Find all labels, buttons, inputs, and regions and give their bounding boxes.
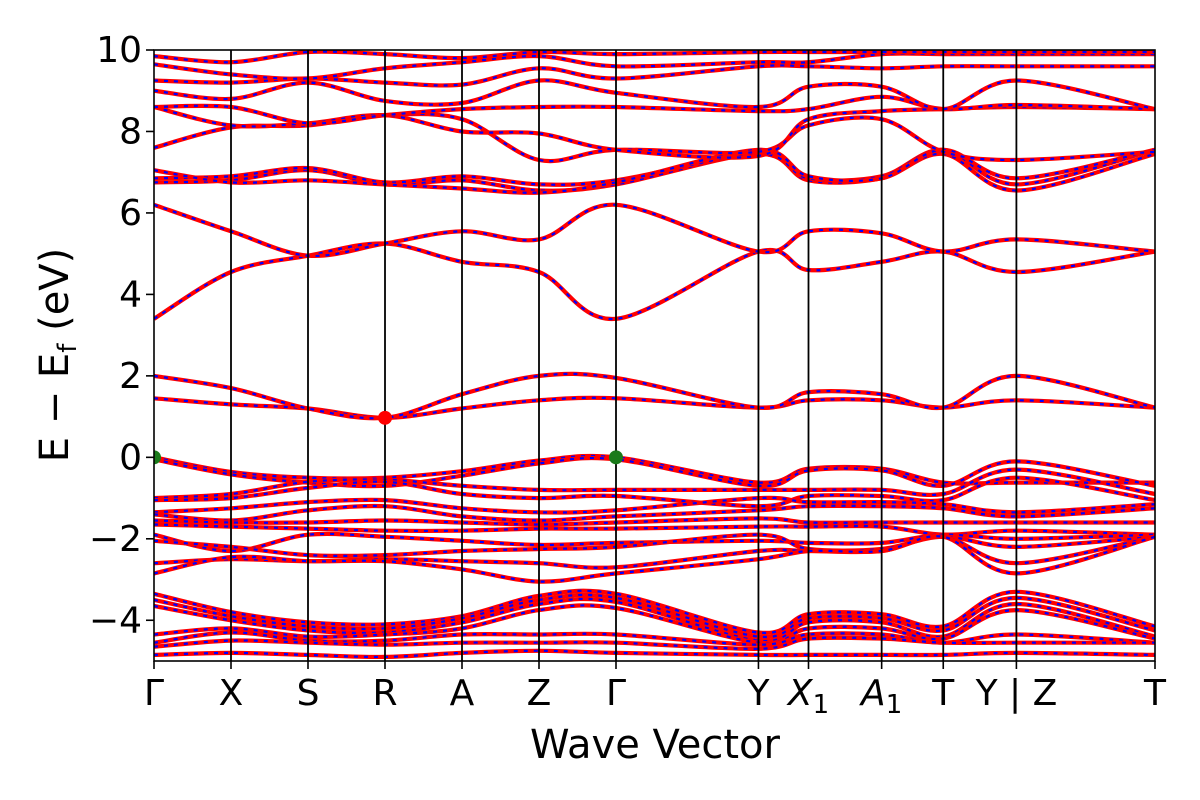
x-tick-label-4: A [450,673,475,714]
band-11-dashed [154,535,1155,583]
x-tick-label-2: S [297,673,320,714]
x-tick-label-1: X [219,673,244,714]
band-0-dashed [154,454,1155,485]
band-1-dashed [154,456,1155,488]
band-15-dashed [154,604,1155,645]
y-tick-label-2: 0 [119,437,142,478]
x-tick-label-9: A1 [859,673,902,720]
vbm-marker-1 [609,450,623,465]
x-tick-label-10: T [931,673,955,714]
band-5-dashed [154,504,1155,522]
band-25-dashed [154,148,1155,194]
y-axis-title: E − Ef (eV) [32,248,83,463]
kpoint-lines-layer [230,50,1018,661]
x-axis-title: Wave Vector [530,722,781,768]
x-tick-label-7: Y [746,673,770,714]
y-tick-label-7: 10 [96,30,142,71]
y-axis-title-unit: (eV) [32,248,78,344]
band-18-dashed [154,649,1155,659]
band-30-dashed [154,64,1155,87]
y-tick-label-1: −2 [89,519,142,560]
band-12-dashed [154,589,1155,634]
y-axis-title-main: E − E [32,353,78,463]
band-4-dashed [154,496,1155,514]
y-tick-label-6: 8 [119,111,142,152]
x-tick-label-0: Γ [144,673,164,714]
band-7-dashed [154,523,1155,536]
y-tick-label-5: 6 [119,193,142,234]
band-29-dashed [154,79,1155,111]
x-tick-label-8: X1 [786,673,829,720]
y-axis-title-sub: f [53,343,83,353]
x-axis: Γ X S R A Z Γ Y X1 A1 T Y | Z T [144,661,1167,720]
y-axis: −4 −2 0 2 4 6 8 10 [89,30,154,641]
plot-frame [153,49,1156,662]
band-19-dashed [154,396,1155,419]
band-20-dashed [154,372,1155,420]
markers-layer [154,410,623,465]
band-20-solid [154,371,1155,421]
band-17-dashed [154,636,1155,650]
band-22-solid [154,202,1155,259]
vbm-marker-0 [154,450,161,465]
band-23-dashed [154,152,1155,192]
band-10-dashed [154,535,1155,569]
cbm-marker-2 [378,410,392,425]
x-tick-label-5: Z [527,673,552,714]
x-tick-label-12: T [1143,673,1167,714]
band-8-dashed [154,532,1155,553]
bands-layer [154,50,1155,660]
band-6-dashed [154,517,1155,526]
x-tick-label-6: Γ [606,673,626,714]
y-tick-label-0: −4 [89,600,142,641]
band-28-solid [154,94,1155,126]
y-tick-label-3: 2 [119,356,142,397]
band-13-solid [154,592,1155,640]
x-tick-label-11: Y | Z [975,673,1058,714]
band-21-dashed [154,242,1155,320]
x-tick-label-3: R [372,673,397,714]
y-tick-label-4: 4 [119,274,142,315]
band-32-dashed [154,50,1155,64]
